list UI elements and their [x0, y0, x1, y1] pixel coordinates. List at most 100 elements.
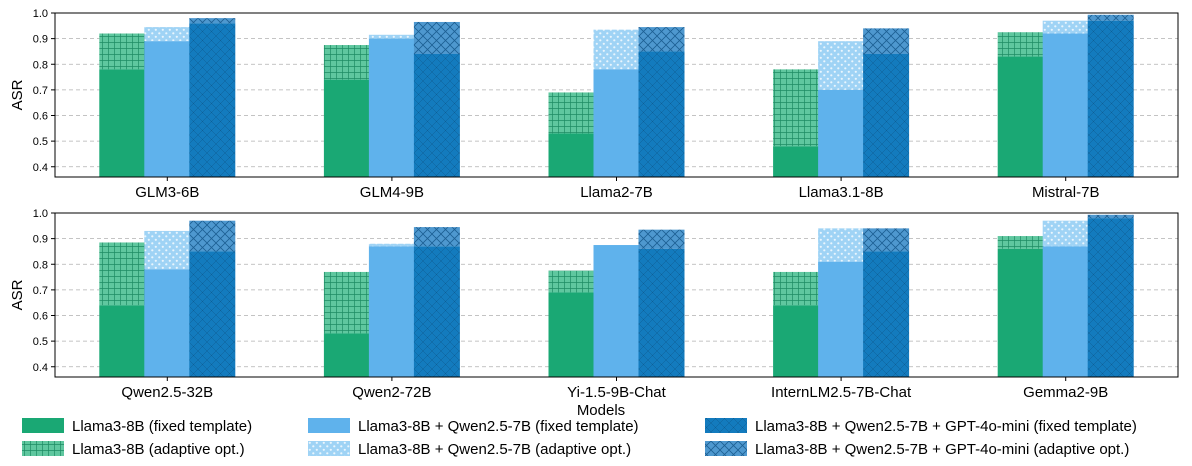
bar-qwen-fixed	[818, 89, 865, 177]
bar-llama3-adaptive	[997, 236, 1044, 249]
legend-swatch	[22, 441, 64, 456]
bar-gpt-adaptive	[1087, 214, 1134, 219]
legend-label: Llama3-8B + Qwen2.5-7B (adaptive opt.)	[358, 441, 631, 458]
y-tick-label: 0.5	[33, 336, 48, 348]
bar-qwen-adaptive	[144, 230, 191, 270]
legend-swatch	[308, 418, 350, 433]
bar-qwen-fixed	[144, 41, 191, 177]
bar-llama3-fixed	[99, 305, 146, 377]
bar-gpt-adaptive	[638, 229, 685, 249]
bar-gpt-adaptive	[863, 228, 910, 252]
y-tick-label: 0.8	[33, 259, 48, 271]
y-tick-label: 0.6	[33, 111, 48, 123]
bar-qwen-adaptive	[1042, 20, 1089, 34]
legend-swatch	[705, 418, 747, 433]
legend-swatch	[705, 441, 747, 456]
y-tick-label: 0.7	[33, 285, 48, 297]
legend-label: Llama3-8B + Qwen2.5-7B + GPT-4o-mini (fi…	[755, 418, 1137, 435]
bar-llama3-fixed	[548, 133, 595, 177]
bar-gpt-adaptive	[638, 27, 685, 52]
bar-qwen-adaptive	[368, 34, 415, 39]
bar-gpt-adaptive	[1087, 14, 1134, 21]
bar-qwen-fixed	[368, 38, 415, 177]
y-tick-label: 0.5	[33, 136, 48, 148]
bar-llama3-fixed	[773, 146, 820, 177]
x-tick-label: Mistral-7B	[1032, 184, 1100, 201]
y-tick-label: 0.9	[33, 234, 48, 246]
x-tick-label: InternLM2.5-7B-Chat	[771, 384, 912, 401]
bar-gpt-adaptive	[189, 220, 236, 252]
bar-qwen-adaptive	[368, 243, 415, 247]
y-axis-title: ASR	[9, 279, 26, 310]
bar-gpt-fixed	[413, 54, 460, 177]
y-tick-label: 0.9	[33, 34, 48, 46]
bar-qwen-adaptive	[144, 27, 191, 42]
x-axis-title: Models	[577, 402, 625, 419]
plot-frame	[54, 212, 1179, 378]
bar-llama3-adaptive	[99, 33, 146, 70]
bar-llama3-fixed	[323, 79, 370, 177]
bar-llama3-fixed	[997, 56, 1044, 177]
bar-gpt-adaptive	[189, 18, 236, 24]
bar-gpt-adaptive	[863, 28, 910, 54]
bar-llama3-adaptive	[773, 271, 820, 306]
x-tick-label: Llama3.1-8B	[799, 184, 884, 201]
legend-swatch	[22, 418, 64, 433]
legend-label: Llama3-8B + Qwen2.5-7B (fixed template)	[358, 418, 639, 435]
bar-gpt-fixed	[413, 246, 460, 377]
x-tick-label: Yi-1.5-9B-Chat	[567, 384, 666, 401]
bar-llama3-adaptive	[99, 242, 146, 306]
legend-swatch	[308, 441, 350, 456]
y-axis-title: ASR	[9, 79, 26, 110]
bar-llama3-adaptive	[548, 270, 595, 293]
bar-qwen-adaptive	[1042, 220, 1089, 247]
y-tick-label: 0.8	[33, 59, 48, 71]
chart-panel-2: 0.4 0.5 0.6 0.7 0.8 0.9 1.0 ASR Qwen2.5-32B Qwen2…	[9, 208, 1179, 401]
chart-panel-1: 0.4 0.5 0.6 0.7 0.8 0.9 1.0 ASR GLM3-6B GLM4-9B Ll…	[9, 8, 1179, 201]
y-tick-label: 0.7	[33, 85, 48, 97]
x-tick-label: Llama2-7B	[580, 184, 653, 201]
x-tick-label: GLM3-6B	[135, 184, 199, 201]
bar-llama3-adaptive	[323, 45, 370, 80]
y-tick-label: 1.0	[33, 8, 48, 20]
bar-qwen-fixed	[593, 69, 640, 177]
bar-gpt-fixed	[1087, 218, 1134, 377]
x-tick-label: GLM4-9B	[360, 184, 424, 201]
legend: Llama3-8B (fixed template) Llama3-8B (ada…	[22, 418, 1137, 458]
bar-llama3-adaptive	[548, 92, 595, 134]
bar-qwen-adaptive	[818, 41, 865, 90]
legend-label: Llama3-8B + Qwen2.5-7B + GPT-4o-mini (ad…	[755, 441, 1129, 458]
bar-gpt-fixed	[638, 51, 685, 177]
bar-llama3-fixed	[99, 69, 146, 177]
bar-qwen-adaptive	[818, 228, 865, 262]
y-tick-label: 0.4	[33, 362, 48, 374]
x-tick-label: Gemma2-9B	[1023, 384, 1108, 401]
bar-qwen-fixed	[593, 245, 640, 377]
bar-gpt-fixed	[863, 54, 910, 177]
bar-llama3-adaptive	[997, 32, 1044, 57]
legend-label: Llama3-8B (adaptive opt.)	[72, 441, 245, 458]
bar-llama3-adaptive	[773, 69, 820, 147]
bar-gpt-fixed	[189, 23, 236, 177]
bar-qwen-fixed	[144, 269, 191, 377]
bar-qwen-adaptive	[593, 29, 640, 70]
y-tick-label: 0.4	[33, 162, 48, 174]
bar-gpt-fixed	[638, 248, 685, 377]
y-tick-label: 0.6	[33, 311, 48, 323]
bar-gpt-adaptive	[413, 21, 460, 54]
bar-llama3-fixed	[997, 248, 1044, 377]
legend-label: Llama3-8B (fixed template)	[72, 418, 252, 435]
y-tick-label: 1.0	[33, 208, 48, 220]
bar-qwen-fixed	[368, 246, 415, 377]
bar-qwen-fixed	[818, 261, 865, 377]
bar-qwen-fixed	[1042, 246, 1089, 377]
bar-llama3-fixed	[548, 292, 595, 377]
bar-llama3-fixed	[773, 305, 820, 377]
x-tick-label: Qwen2-72B	[352, 384, 431, 401]
x-tick-label: Qwen2.5-32B	[121, 384, 213, 401]
bar-gpt-fixed	[863, 251, 910, 377]
bar-gpt-adaptive	[413, 227, 460, 247]
bar-gpt-fixed	[189, 251, 236, 377]
